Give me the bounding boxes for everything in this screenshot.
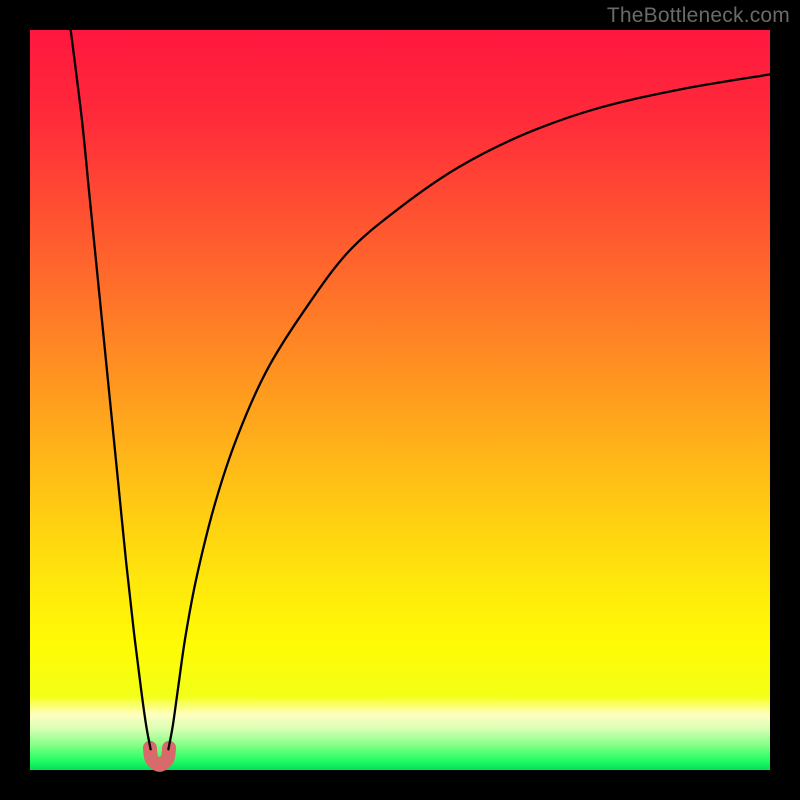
- chart-svg: [0, 0, 800, 800]
- plot-area: [30, 30, 770, 770]
- bottleneck-chart: TheBottleneck.com: [0, 0, 800, 800]
